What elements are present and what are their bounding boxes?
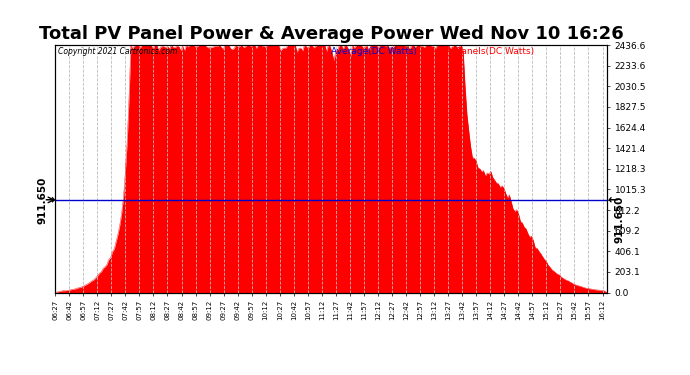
- Text: ←: ←: [607, 194, 618, 206]
- Text: →: →: [45, 194, 55, 206]
- Text: Average(DC Watts): Average(DC Watts): [331, 48, 417, 57]
- Title: Total PV Panel Power & Average Power Wed Nov 10 16:26: Total PV Panel Power & Average Power Wed…: [39, 26, 624, 44]
- Text: Copyright 2021 Cartronics.com: Copyright 2021 Cartronics.com: [58, 48, 177, 57]
- Text: PV Panels(DC Watts): PV Panels(DC Watts): [442, 48, 534, 57]
